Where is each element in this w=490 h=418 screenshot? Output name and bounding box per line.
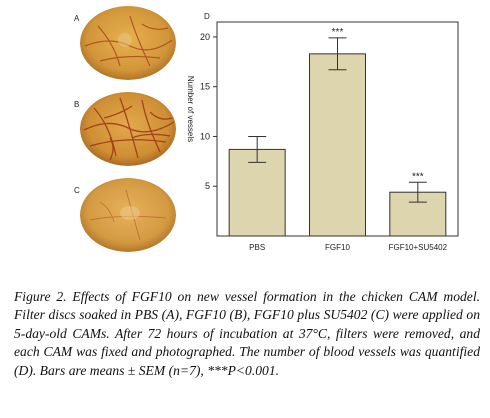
bar-fgf10 [309, 53, 366, 237]
x-tick-label: PBS [249, 243, 265, 252]
figure-caption: Figure 2. Effects of FGF10 on new vessel… [14, 288, 480, 380]
y-axis-label: Number of vessels [186, 76, 195, 142]
figure-label: Figure 2. [14, 289, 67, 304]
significance-label: *** [412, 171, 424, 182]
y-tick-label: 5 [205, 181, 210, 191]
y-tick-label: 15 [200, 82, 210, 92]
cam-photo-fgf10 [80, 92, 176, 166]
cam-photo-fgf10-su5402 [80, 178, 176, 252]
y-tick-label: 10 [200, 131, 210, 141]
vessel-count-chart: 5 10 15 20 Number of vessels PBS *** FGF10 *** F… [186, 21, 459, 252]
cam-photo-pbs [80, 6, 176, 80]
bar-pbs [228, 148, 286, 237]
panel-label-c: C [74, 186, 80, 195]
panel-label-b: B [74, 100, 80, 109]
panel-label-a: A [74, 14, 80, 23]
panel-label-d: D [204, 12, 210, 21]
y-tick-label: 20 [200, 32, 210, 42]
x-tick-label: FGF10+SU5402 [389, 243, 448, 252]
significance-label: *** [332, 27, 344, 38]
caption-text: Effects of FGF10 on new vessel formation… [14, 289, 480, 378]
x-tick-label: FGF10 [325, 243, 350, 252]
